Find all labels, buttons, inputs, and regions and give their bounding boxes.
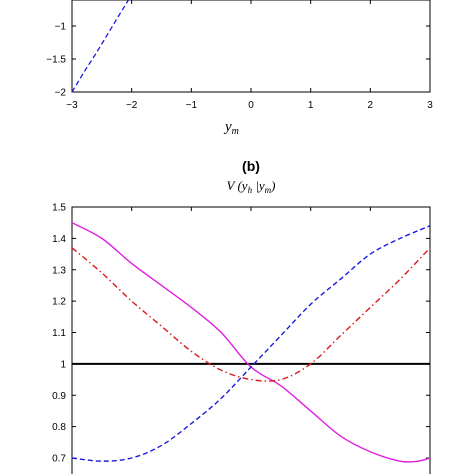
b-y-tick-label: 0.9 <box>52 391 66 402</box>
top-y-tick-label: −1.5 <box>46 55 66 66</box>
top-y-tick-label: −2 <box>55 88 67 99</box>
b-y-tick-label: 0.8 <box>52 422 66 433</box>
panel-b: (b) V (yh |ym) 1.5 1.4 1.3 1.2 1.1 1 0.9 0.8 0.7 <box>52 158 431 474</box>
panel-b-series-group <box>71 222 431 463</box>
panel-b-label: (b) <box>242 158 260 174</box>
top-y-tick-label: −1 <box>55 22 67 33</box>
b-y-tick-label: 1.1 <box>52 328 66 339</box>
b-y-tick-label: 1.2 <box>52 297 66 308</box>
top-x-tick-label: −3 <box>66 100 78 111</box>
b-series-red-dashdot-curve <box>71 247 431 382</box>
b-y-tick-label: 1.5 <box>52 203 66 214</box>
top-y-ticks: −1 −1.5 −2 <box>46 22 430 99</box>
top-x-tick-label: −1 <box>186 100 198 111</box>
b-y-tick-label: 1.4 <box>52 234 66 245</box>
top-series-group <box>71 0 130 93</box>
b-series-magenta-curve <box>71 222 431 463</box>
panel-b-plot-frame <box>71 206 431 474</box>
top-x-tick-label: 3 <box>427 100 433 111</box>
top-plot-frame <box>71 0 431 93</box>
panel-b-title: V (yh |ym) <box>227 178 276 195</box>
b-y-tick-label: 0.7 <box>52 454 66 465</box>
top-x-tick-label: 2 <box>368 100 374 111</box>
top-x-tick-label: 1 <box>308 100 314 111</box>
panel-b-y-ticks: 1.5 1.4 1.3 1.2 1.1 1 0.9 0.8 0.7 <box>52 203 431 465</box>
b-y-tick-label: 1 <box>60 359 66 370</box>
b-y-tick-label: 1.3 <box>52 265 66 276</box>
top-x-axis-label: ym <box>223 119 239 137</box>
top-x-tick-label: 0 <box>248 100 254 111</box>
b-series-blue-dashed-curve <box>71 225 431 462</box>
top-x-tick-label: −2 <box>126 100 138 111</box>
top-series-line <box>71 0 130 93</box>
top-panel: −3 −2 −1 0 1 2 3 −1−1.5−2 ym <box>46 0 433 137</box>
top-x-ticks: −3 −2 −1 0 1 2 3 <box>66 0 433 111</box>
